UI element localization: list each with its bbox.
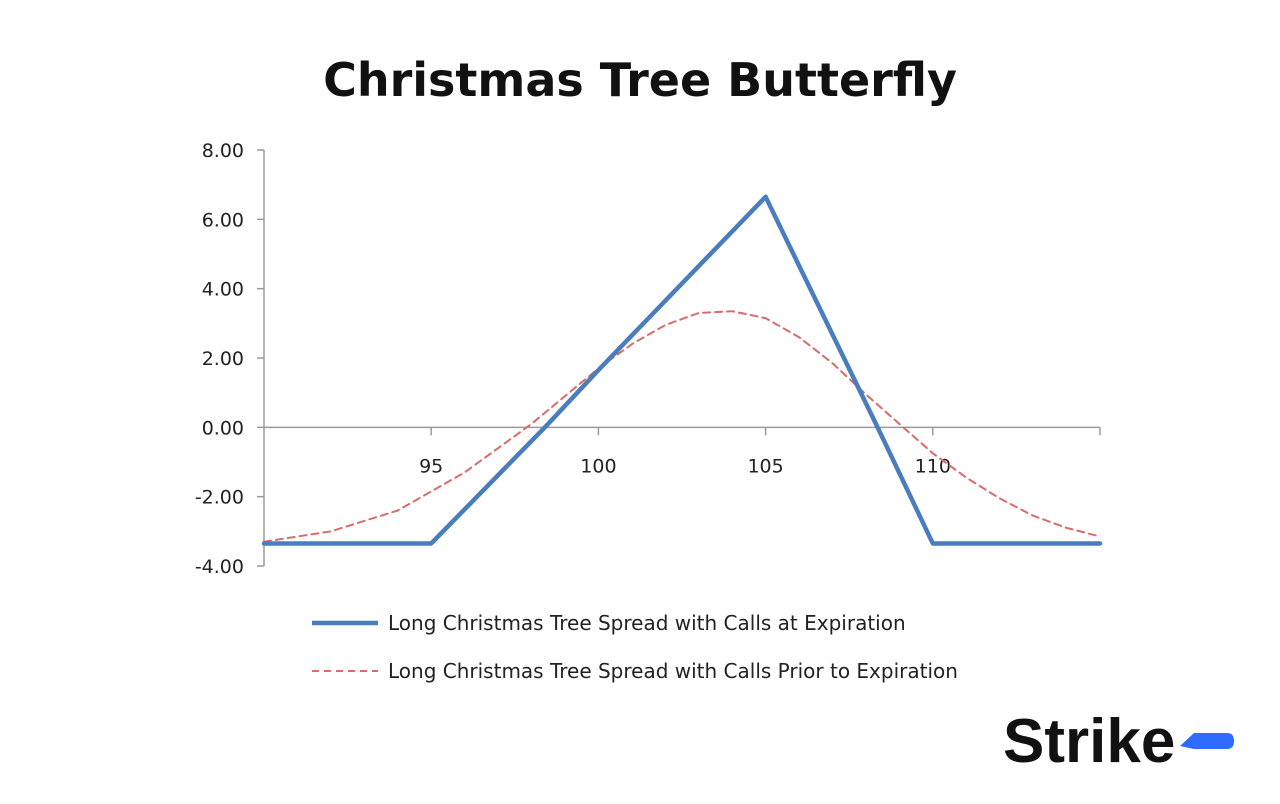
y-tick-label: 8.00 <box>202 140 244 162</box>
strike-logo: Strike <box>1003 700 1243 780</box>
strike-logo-icon: Strike <box>1003 707 1234 776</box>
strike-logo-accent-shape <box>1180 733 1234 749</box>
legend-label: Long Christmas Tree Spread with Calls at… <box>388 611 906 635</box>
y-tick-label: -4.00 <box>195 556 244 578</box>
y-tick-label: 0.00 <box>202 417 244 439</box>
y-tick-label: 4.00 <box>202 279 244 301</box>
legend-label: Long Christmas Tree Spread with Calls Pr… <box>388 659 958 683</box>
y-tick-label: -2.00 <box>195 487 244 509</box>
strike-logo-text: Strike <box>1003 707 1175 776</box>
x-tick-label: 95 <box>419 455 443 477</box>
x-tick-label: 105 <box>747 455 783 477</box>
x-tick-label: 100 <box>580 455 616 477</box>
x-tick-label: 110 <box>915 455 951 477</box>
chart-title: Christmas Tree Butterfly <box>323 53 957 107</box>
series-line-prior-to-expiration <box>263 310 1101 543</box>
y-tick-label: 6.00 <box>202 209 244 231</box>
series-line-at-expiration <box>261 194 1103 546</box>
y-tick-label: 2.00 <box>202 348 244 370</box>
